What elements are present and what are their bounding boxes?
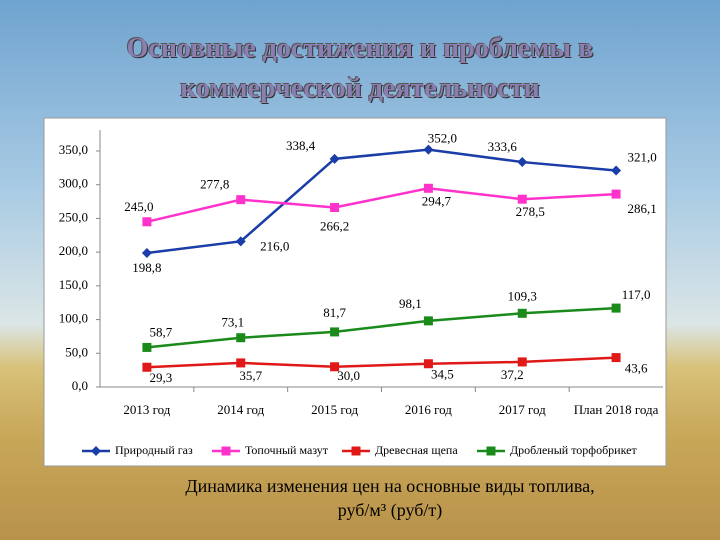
value-label: 266,2 (320, 218, 349, 233)
marker (330, 203, 340, 213)
marker (236, 195, 246, 205)
series-line (146, 306, 617, 349)
value-label: 34,5 (431, 367, 454, 382)
legend-label: Дробленый торфобрикет (510, 443, 637, 457)
series-line (146, 148, 617, 255)
marker (142, 217, 152, 227)
marker (330, 362, 340, 372)
y-tick-label: 250,0 (59, 209, 88, 224)
value-label: 338,4 (286, 138, 316, 153)
marker (517, 357, 527, 367)
x-tick-label: 2015 год (311, 402, 359, 417)
marker (611, 353, 621, 363)
legend-marker (221, 446, 231, 456)
value-label: 30,0 (337, 368, 360, 383)
marker (142, 362, 152, 372)
value-label: 198,8 (132, 260, 161, 275)
value-label: 109,3 (508, 288, 537, 303)
marker (423, 316, 433, 326)
value-label: 35,7 (239, 368, 262, 383)
y-tick-label: 200,0 (59, 243, 88, 258)
y-tick-label: 50,0 (65, 344, 88, 359)
value-label: 58,7 (150, 324, 173, 339)
value-label: 81,7 (323, 305, 346, 320)
marker (329, 153, 340, 164)
value-label: 37,2 (501, 367, 524, 382)
y-tick-label: 300,0 (59, 176, 88, 191)
value-label: 321,0 (627, 150, 656, 165)
series-line (146, 187, 617, 224)
marker (236, 333, 246, 343)
x-tick-label: 2014 год (217, 402, 265, 417)
marker (423, 144, 434, 155)
value-label: 216,0 (260, 238, 289, 253)
marker (235, 236, 246, 247)
slide-title: Основные достижения и проблемы в (126, 33, 594, 64)
marker (517, 194, 527, 204)
x-tick-label: 2013 год (123, 402, 171, 417)
marker (517, 308, 527, 318)
legend-marker (486, 446, 496, 456)
caption: Динамика изменения цен на основные виды … (185, 476, 595, 496)
marker (142, 342, 152, 352)
value-label: 43,6 (625, 361, 648, 376)
y-tick-label: 0,0 (72, 378, 88, 393)
marker (517, 157, 528, 168)
marker (141, 247, 152, 258)
marker (611, 165, 622, 176)
series-line (146, 356, 617, 369)
x-tick-label: 2016 год (404, 402, 452, 417)
legend-marker (91, 446, 101, 456)
y-tick-label: 150,0 (59, 277, 88, 292)
legend-label: Топочный мазут (245, 443, 329, 457)
chart-panel (43, 117, 667, 467)
value-label: 29,3 (150, 370, 173, 385)
legend-label: Древесная щепа (375, 443, 458, 457)
value-label: 294,7 (422, 193, 452, 208)
value-label: 277,8 (200, 177, 229, 192)
y-tick-label: 350,0 (59, 142, 88, 157)
marker (611, 189, 621, 199)
value-label: 278,5 (516, 204, 545, 219)
value-label: 333,6 (488, 139, 518, 154)
value-label: 73,1 (221, 315, 244, 330)
y-tick-label: 100,0 (59, 311, 88, 326)
x-tick-label: 2017 год (498, 402, 546, 417)
value-label: 245,0 (124, 199, 153, 214)
value-label: 117,0 (622, 287, 651, 302)
value-label: 286,1 (627, 201, 656, 216)
value-label: 352,0 (428, 131, 457, 146)
marker (423, 359, 433, 369)
legend-marker (351, 446, 361, 456)
x-tick-label: План 2018 года (573, 402, 659, 417)
slide-title: коммерческой деятельности (180, 73, 540, 104)
caption: руб/м³ (руб/т) (337, 500, 443, 520)
marker (423, 183, 433, 193)
marker (236, 358, 246, 368)
value-label: 98,1 (399, 296, 422, 311)
marker (330, 327, 340, 337)
marker (611, 303, 621, 313)
legend-label: Природный газ (115, 443, 193, 457)
